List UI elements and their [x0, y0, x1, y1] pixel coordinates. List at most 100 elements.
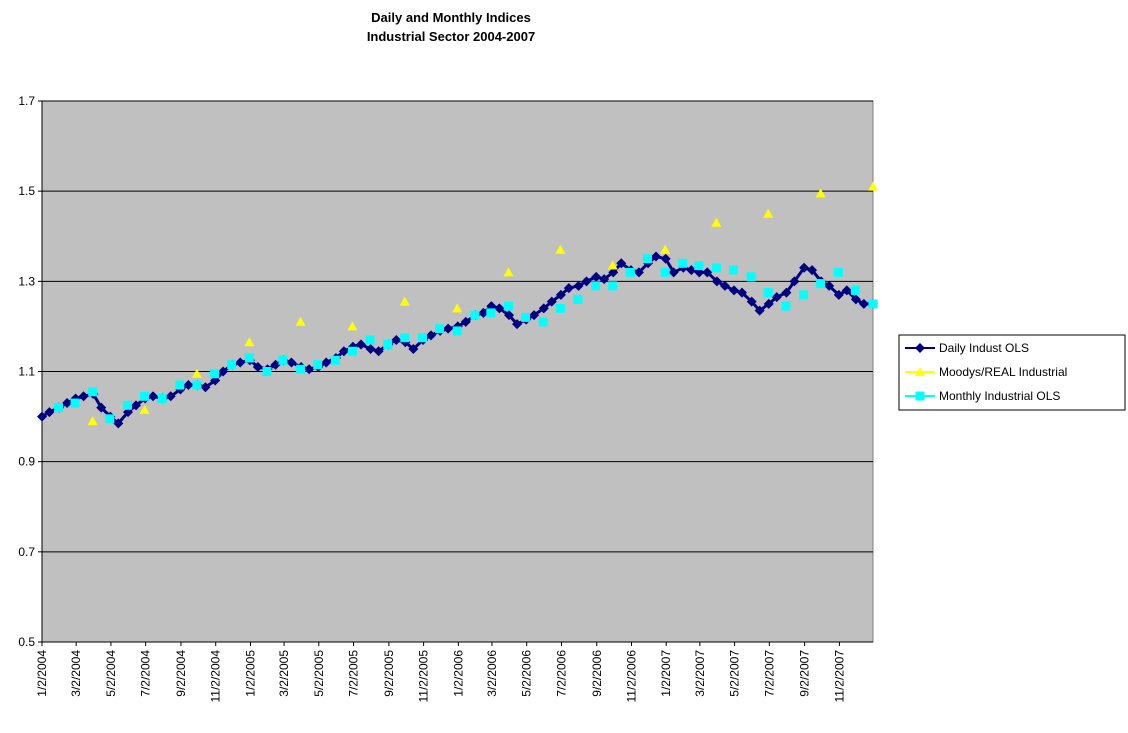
square-marker	[140, 391, 150, 401]
square-marker	[608, 281, 618, 291]
x-tick-label: 7/2/2007	[762, 650, 776, 697]
y-tick-label: 1.3	[18, 274, 35, 288]
square-marker	[227, 360, 237, 370]
diamond-marker	[78, 391, 89, 402]
square-marker	[799, 290, 809, 300]
x-tick-label: 3/2/2007	[693, 650, 707, 697]
square-marker	[417, 333, 427, 343]
x-tick-label: 3/2/2005	[277, 650, 291, 697]
x-tick-label: 9/2/2004	[174, 650, 188, 697]
chart-subtitle: Industrial Sector 2004-2007	[367, 29, 535, 44]
legend-box	[898, 334, 1126, 411]
diamond-marker	[44, 407, 55, 418]
square-marker	[400, 333, 410, 343]
x-tick-label: 5/2/2004	[104, 650, 118, 697]
square-marker	[642, 254, 652, 264]
diamond-marker	[754, 305, 765, 316]
legend-label: Monthly Industrial OLS	[939, 389, 1060, 403]
square-marker	[278, 355, 288, 365]
square-marker	[521, 312, 531, 322]
triangle-marker	[399, 296, 410, 306]
x-tick-label: 11/2/2004	[209, 650, 223, 703]
diamond-marker	[443, 323, 454, 334]
triangle-marker	[555, 244, 566, 254]
diamond-marker	[218, 366, 229, 377]
diamond-marker	[616, 258, 627, 269]
diamond-marker	[355, 339, 366, 350]
triangle-marker	[815, 188, 826, 198]
diamond-marker	[304, 364, 315, 375]
diamond-marker	[235, 357, 246, 368]
square-marker	[262, 367, 272, 376]
triangle-marker	[244, 337, 255, 347]
diamond-marker	[96, 402, 107, 413]
diamond-marker	[113, 418, 124, 429]
square-marker	[781, 301, 791, 311]
diamond-marker	[591, 271, 602, 282]
square-marker	[591, 281, 601, 291]
square-marker	[711, 263, 721, 273]
x-tick-label: 9/2/2005	[382, 650, 396, 697]
diamond-marker	[286, 357, 297, 368]
diamond-marker	[165, 391, 176, 402]
diamond-marker	[391, 334, 402, 345]
legend-label: Moodys/REAL Industrial	[939, 365, 1067, 379]
diamond-marker	[702, 267, 713, 278]
x-tick-label: 5/2/2007	[728, 650, 742, 697]
square-marker	[486, 308, 496, 318]
legend-label: Daily Indust OLS	[939, 341, 1029, 355]
x-tick-label: 11/2/2006	[625, 650, 639, 703]
y-tick-label: 1.5	[18, 184, 35, 198]
square-marker	[105, 414, 115, 424]
triangle-marker	[191, 368, 202, 378]
triangle-marker	[607, 260, 618, 270]
x-tick-label: 1/2/2004	[35, 650, 49, 697]
diamond-marker	[668, 267, 679, 278]
diamond-marker	[37, 411, 47, 422]
square-marker	[175, 380, 185, 390]
x-tick-label: 9/2/2007	[798, 650, 812, 697]
square-marker	[763, 288, 773, 298]
legend: Daily Indust OLS Moodys/REAL Industrial Mo…	[898, 334, 1126, 411]
diamond-marker	[711, 276, 722, 287]
x-tick-label: 5/2/2005	[312, 650, 326, 697]
diamond-marker	[538, 303, 549, 314]
diamond-marker	[833, 289, 844, 300]
y-tick-label: 0.5	[18, 635, 35, 649]
square-marker	[678, 258, 688, 268]
diamond-marker	[660, 253, 671, 264]
diamond-marker	[494, 303, 505, 314]
diamond-marker	[729, 285, 740, 296]
square-marker	[122, 400, 132, 410]
x-tick-label: 9/2/2006	[590, 650, 604, 697]
square-marker	[313, 360, 323, 370]
diamond-marker	[858, 298, 869, 309]
triangle-marker	[452, 303, 463, 313]
diamond-marker	[799, 262, 810, 273]
square-marker	[555, 303, 565, 313]
diamond-marker	[478, 307, 489, 318]
square-marker	[365, 335, 375, 345]
diamond-marker	[504, 310, 515, 321]
diamond-marker	[771, 292, 782, 303]
square-marker	[625, 267, 635, 277]
square-marker	[157, 394, 167, 404]
y-tick-label: 0.7	[18, 545, 35, 559]
x-tick-label: 1/2/2006	[451, 650, 465, 697]
y-tick-label: 1.1	[18, 365, 35, 379]
diamond-marker	[321, 357, 332, 368]
diamond-marker	[183, 380, 194, 391]
square-marker	[660, 267, 670, 277]
diamond-marker	[62, 398, 73, 409]
square-marker	[88, 387, 98, 397]
triangle-marker	[915, 367, 925, 376]
y-tick-label: 1.7	[18, 94, 35, 108]
x-tick-label: 11/2/2007	[832, 650, 846, 703]
diamond-marker	[460, 316, 471, 327]
square-marker	[694, 261, 704, 271]
diamond-marker	[408, 343, 419, 354]
x-tick-label: 3/2/2004	[69, 650, 83, 697]
square-marker	[728, 265, 738, 275]
diamond-marker	[365, 343, 376, 354]
